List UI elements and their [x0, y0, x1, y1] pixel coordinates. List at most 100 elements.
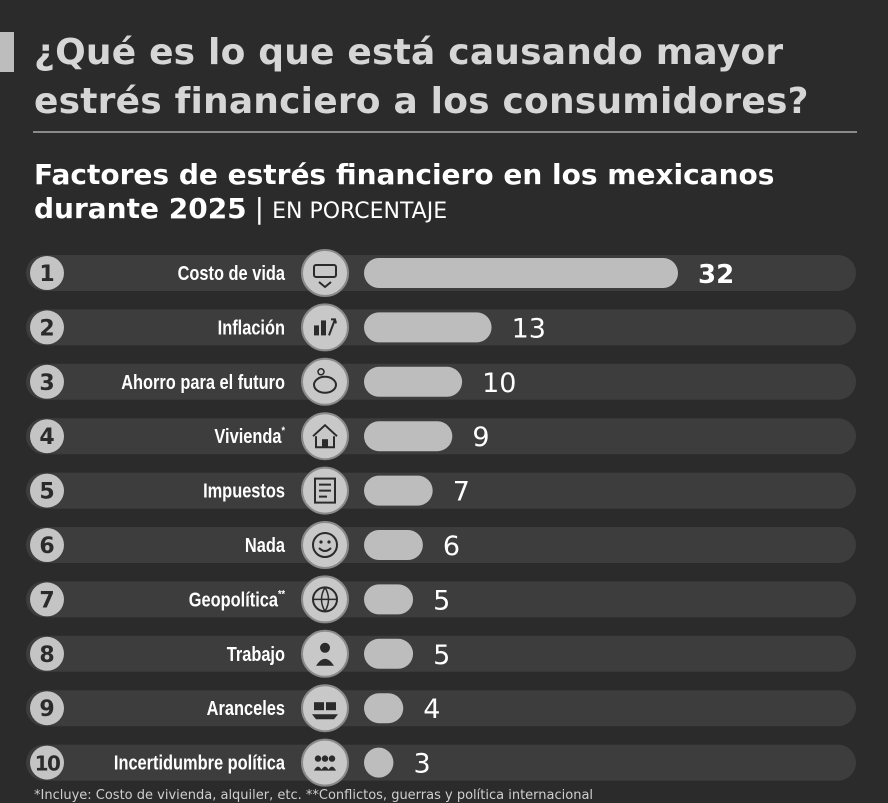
heading-marker: [0, 32, 14, 72]
bar-track: [26, 744, 856, 781]
bar-row: 8 Trabajo 5: [26, 629, 856, 678]
icon-part: [318, 281, 332, 289]
rank-badge: [30, 528, 64, 562]
icon-part: [314, 755, 322, 762]
bar-row: 1 Costo de vida 32: [26, 249, 856, 297]
icon-circle: [301, 357, 349, 406]
icon-circle: [301, 684, 349, 733]
title-divider: [33, 131, 857, 133]
bar-row: 3 Ahorro para el futuro 10: [26, 357, 856, 406]
icon-part: [314, 477, 336, 504]
bar-row: 7 Geopolítica** 5: [26, 575, 856, 624]
subtitle-separator: |: [254, 192, 265, 225]
category-name: Nada: [245, 533, 286, 556]
rank-number: 7: [39, 588, 54, 613]
rank-badge: [30, 582, 64, 617]
smiley-face-icon: [301, 521, 349, 569]
icon-part: [321, 320, 326, 336]
bar: [364, 638, 414, 669]
bar-track: [26, 581, 856, 618]
rank-number: 9: [39, 697, 54, 722]
rank-badge: [30, 745, 64, 780]
icon-part: [328, 318, 337, 336]
category-label: Aranceles: [207, 697, 285, 720]
data-label: 3: [413, 749, 430, 780]
rank-badge: [30, 691, 64, 726]
bar: [364, 693, 404, 724]
piggy-bank-icon: [301, 357, 349, 406]
category-name: Aranceles: [207, 697, 285, 720]
category-label: Geopolítica**: [189, 588, 285, 611]
icon-part: [321, 766, 329, 771]
bar-row: 10 Incertidumbre política 3: [26, 738, 856, 787]
icon-part: [326, 702, 336, 711]
icon-part: [328, 766, 336, 771]
icon-part: [318, 547, 332, 552]
bar-row: 4 Vivienda* 9: [26, 412, 856, 461]
category-name: Costo de vida: [178, 261, 286, 284]
category-label: Nada: [245, 533, 286, 556]
icon-circle: [301, 412, 349, 461]
icon-part: [314, 702, 324, 711]
icon-part: [316, 658, 334, 666]
category-footnote-mark: **: [278, 589, 285, 601]
data-label: 13: [512, 313, 546, 344]
category-label: Incertidumbre política: [114, 751, 286, 774]
bar: [364, 258, 678, 288]
icon-part: [319, 483, 331, 498]
icon-part: [322, 439, 328, 448]
bar: [364, 475, 433, 506]
page-title: ¿Qué es lo que está causando mayor estré…: [34, 32, 809, 122]
bar-chart: 1 Costo de vida 32 2 Inflación 13 3 Ahorro para…: [26, 249, 856, 787]
icon-circle: [301, 738, 349, 787]
category-label: Costo de vida: [178, 261, 286, 284]
icon-circle: [301, 521, 349, 569]
rank-number: 4: [39, 425, 54, 450]
bar: [364, 366, 463, 397]
data-label: 6: [443, 531, 460, 562]
worker-icon: [301, 629, 349, 678]
icon-part: [328, 755, 336, 762]
people-group-icon: [301, 738, 349, 787]
rank-badge: [30, 636, 64, 671]
category-label: Inflación: [218, 316, 285, 339]
house-icon: [301, 412, 349, 461]
category-footnote-mark: *: [281, 425, 285, 437]
category-name: Impuestos: [203, 479, 285, 502]
globe-icon: [301, 575, 349, 624]
bar-row: 6 Nada 6: [26, 521, 856, 569]
icon-part: [312, 532, 338, 558]
icon-part: [321, 755, 329, 762]
subtitle-main: Factores de estrés financiero en los mex…: [34, 158, 775, 225]
bar: [364, 421, 453, 452]
rank-number: 3: [39, 371, 54, 396]
bar-track: [26, 635, 856, 672]
rank-number: 10: [35, 752, 60, 776]
rank-number: 1: [39, 262, 54, 287]
data-label: 32: [698, 260, 734, 290]
bar: [364, 747, 394, 778]
icon-part: [312, 423, 338, 449]
category-name: Inflación: [218, 316, 285, 339]
icon-circle: [301, 249, 349, 297]
bar-track: [26, 690, 856, 727]
tax-document-icon: [301, 466, 349, 515]
chart-subtitle: Factores de estrés financiero en los mex…: [34, 158, 888, 229]
rank-number: 2: [39, 316, 54, 341]
category-name: Geopolítica: [189, 588, 279, 611]
bar: [364, 312, 492, 343]
bar: [364, 530, 423, 560]
icon-part: [327, 540, 331, 544]
rank-number: 8: [39, 643, 54, 668]
data-label: 10: [482, 368, 516, 399]
icon-part: [314, 325, 319, 336]
rank-badge: [30, 473, 64, 508]
icon-part: [319, 540, 323, 544]
bar-row: 9 Aranceles 4: [26, 684, 856, 733]
inflation-chart-icon: [301, 303, 349, 352]
icon-part: [317, 368, 325, 376]
rank-number: 6: [39, 534, 54, 559]
rank-badge: [30, 364, 64, 399]
rank-badge: [30, 310, 64, 345]
category-label: Impuestos: [203, 479, 285, 502]
